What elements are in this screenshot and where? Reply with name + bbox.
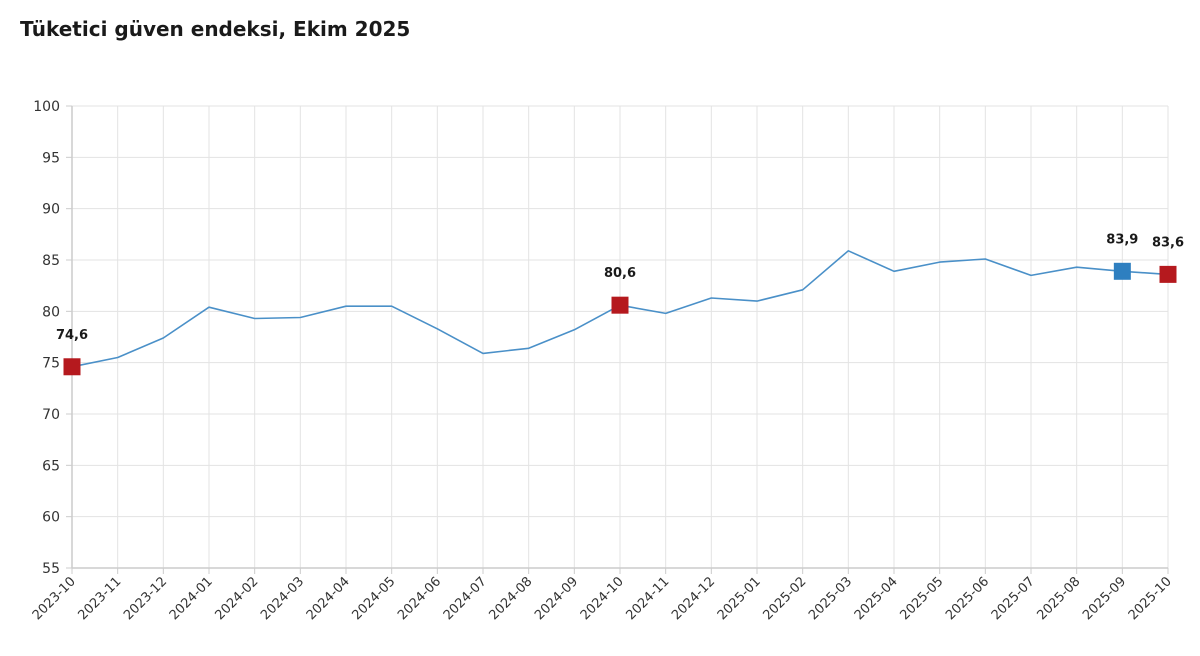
x-tick-label: 2025-07: [989, 574, 1038, 623]
x-tick-label: 2024-11: [623, 574, 672, 623]
axis-layer: 55 60 65 70 75 80 85 90 95 100 2023-102023-112023-…: [30, 99, 1175, 623]
y-tick-label: 55: [42, 561, 60, 577]
y-tick-label: 70: [42, 407, 60, 423]
x-tick-label: 2025-05: [897, 574, 946, 623]
x-tick-label: 2024-07: [441, 574, 490, 623]
highlight-marker: [1159, 265, 1177, 283]
x-tick-label: 2024-10: [578, 574, 627, 623]
highlight-marker: [63, 358, 81, 376]
y-tick-label: 95: [42, 150, 60, 166]
y-tick-label: 75: [42, 356, 60, 372]
data-label: 83,9: [1106, 232, 1138, 247]
x-tick-label: 2025-04: [852, 574, 901, 623]
y-tick-label: 60: [42, 510, 60, 526]
x-tick-label: 2025-10: [1126, 574, 1175, 623]
y-tick-label: 85: [42, 253, 60, 269]
x-tick-label: 2025-08: [1034, 574, 1083, 623]
y-tick-label: 80: [42, 304, 60, 320]
x-tick-label: 2024-09: [532, 574, 581, 623]
x-tick-label: 2023-12: [121, 574, 170, 623]
x-tick-label: 2024-08: [486, 574, 535, 623]
x-tick-label: 2024-06: [395, 574, 444, 623]
data-label: 74,6: [56, 328, 88, 343]
x-tick-label: 2024-02: [212, 574, 261, 623]
label-layer: 74,6 80,6 83,9 83,6: [56, 232, 1184, 342]
x-tick-label: 2024-01: [167, 574, 216, 623]
x-tick-label: 2025-02: [760, 574, 809, 623]
x-tick-label: 2023-11: [75, 574, 124, 623]
grid-layer: [71, 105, 1169, 569]
x-tick-label: 2025-01: [715, 574, 764, 623]
highlight-marker: [611, 296, 629, 314]
x-tick-label: 2025-03: [806, 574, 855, 623]
highlight-marker: [1113, 262, 1131, 280]
y-tick-label: 65: [42, 458, 60, 474]
x-tick-label: 2025-06: [943, 574, 992, 623]
y-tick-label: 90: [42, 202, 60, 218]
data-label: 83,6: [1152, 235, 1184, 250]
x-tick-label: 2024-03: [258, 574, 307, 623]
x-tick-label: 2025-09: [1080, 574, 1129, 623]
x-tick-label: 2024-05: [349, 574, 398, 623]
x-tick-label: 2024-04: [304, 574, 353, 623]
marker-layer: [63, 262, 1177, 376]
y-tick-label: 100: [33, 99, 60, 115]
data-label: 80,6: [604, 266, 636, 281]
x-tick-label: 2024-12: [669, 574, 718, 623]
x-tick-label: 2023-10: [30, 574, 79, 623]
chart-title: Tüketici güven endeksi, Ekim 2025: [20, 17, 411, 41]
